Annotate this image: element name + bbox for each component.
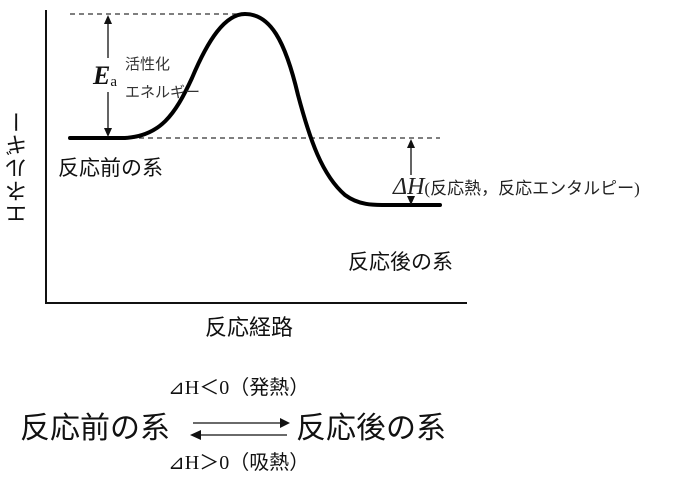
energy-curve [68, 11, 442, 208]
reverse-condition: ⊿H＞0（吸熱） [168, 452, 310, 474]
equation-right: 反応後の系 [296, 412, 446, 445]
y-axis-label: エネルギー [6, 110, 31, 225]
product-label: 反応後の系 [348, 250, 453, 274]
equation-left: 反応前の系 [20, 412, 170, 445]
enthalpy-label: ΔH(反応熱，反応エンタルピー) [393, 174, 640, 200]
forward-condition: ⊿H＜0（発熱） [168, 377, 310, 399]
x-axis-label: 反応経路 [205, 316, 294, 341]
activation-energy-label-line2: エネルギー [125, 85, 201, 101]
ea-arrow [104, 15, 112, 137]
dh-arrow [407, 139, 415, 205]
ea-symbol: Ea [93, 61, 118, 90]
activation-energy-label-line1: 活性化 [125, 57, 171, 73]
reactant-label: 反応前の系 [58, 156, 163, 180]
equilibrium-arrows [190, 418, 290, 440]
